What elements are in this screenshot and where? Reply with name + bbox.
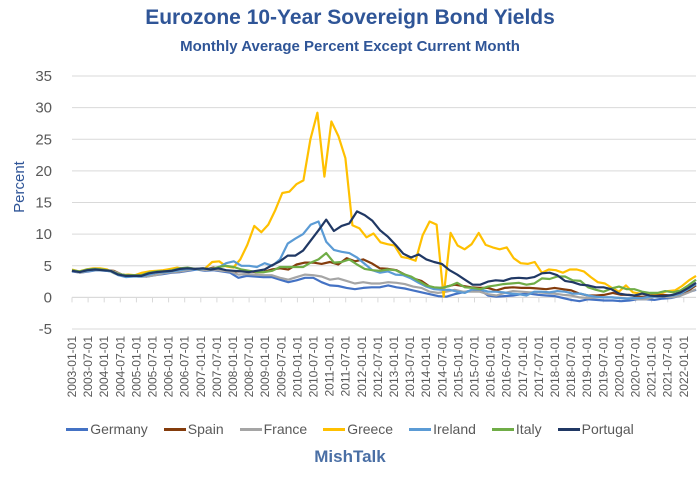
x-tick-label: 2017-01-01: [516, 336, 530, 398]
legend-swatch: [491, 427, 514, 431]
series-lines: [71, 111, 697, 303]
x-tick-label: 2013-01-01: [387, 336, 401, 398]
footer-brand: MishTalk: [314, 447, 386, 466]
x-tick-label: 2019-01-01: [580, 336, 594, 398]
x-tick-label: 2008-07-01: [242, 336, 256, 398]
y-tick-label: 5: [44, 258, 52, 275]
x-tick-label: 2005-07-01: [146, 336, 160, 398]
x-tick-label: 2021-07-01: [661, 336, 675, 398]
series-line-greece: [71, 111, 697, 298]
legend-item-germany: Germany: [66, 421, 148, 437]
legend-item-ireland: Ireland: [409, 421, 476, 437]
y-tick-label: 10: [35, 226, 52, 243]
x-tick-label: 2005-01-01: [129, 336, 143, 398]
x-tick-label: 2011-01-01: [323, 336, 337, 397]
x-tick-label: 2007-01-01: [194, 336, 208, 398]
legend-label: Portugal: [581, 421, 634, 437]
x-tick-label: 2015-07-01: [468, 336, 482, 398]
y-tick-label: -5: [39, 321, 52, 338]
x-tick-label: 2012-01-01: [355, 336, 369, 398]
legend-label: Ireland: [433, 421, 476, 437]
x-tick-label: 2017-07-01: [532, 336, 546, 398]
x-tick-label: 2006-07-01: [178, 336, 192, 398]
y-tick-label: 35: [35, 68, 52, 85]
y-tick-label: 15: [35, 195, 52, 212]
x-tick-label: 2007-07-01: [210, 336, 224, 398]
x-tick-label: 2004-01-01: [97, 336, 111, 398]
y-tick-label: 25: [35, 131, 52, 148]
x-tick-label: 2020-07-01: [629, 336, 643, 398]
chart-subtitle: Monthly Average Percent Except Current M…: [180, 38, 520, 55]
x-axis: 2003-01-01 2003-07-01 2004-01-01 2004-07-01…: [65, 296, 696, 398]
y-axis-ticks: 35 30 25 20 15 10 5 0 -5: [35, 68, 52, 338]
y-tick-label: 0: [44, 289, 52, 306]
y-axis-label: Percent: [11, 160, 28, 213]
x-tick-label: 2008-01-01: [226, 336, 240, 398]
x-tick-label: 2010-01-01: [290, 336, 304, 398]
x-tick-label: 2014-07-01: [435, 336, 449, 398]
x-tick-label: 2009-07-01: [274, 336, 288, 398]
legend-label: Germany: [90, 421, 148, 437]
x-tick-label: 2004-07-01: [113, 336, 127, 398]
legend-swatch: [557, 427, 580, 431]
x-tick-label: 2018-01-01: [548, 336, 562, 398]
legend-swatch: [163, 427, 186, 431]
legend-swatch: [239, 427, 262, 431]
legend-label: Greece: [347, 421, 394, 437]
x-tick-label: 2016-01-01: [484, 336, 498, 398]
x-tick-label: 2022-01-01: [677, 336, 691, 398]
legend-item-france: France: [239, 421, 308, 437]
x-tick-label: 2006-01-01: [162, 336, 176, 398]
legend-item-greece: Greece: [323, 421, 393, 437]
legend-label: Italy: [515, 421, 542, 437]
x-tick-label: 2016-07-01: [500, 336, 514, 398]
legend-item-italy: Italy: [491, 421, 542, 437]
legend-item-spain: Spain: [163, 421, 224, 437]
chart-title: Eurozone 10-Year Sovereign Bond Yields: [145, 6, 555, 29]
x-tick-label: 2020-01-01: [612, 336, 626, 398]
x-tick-label: 2014-01-01: [419, 336, 433, 398]
y-tick-label: 30: [35, 100, 52, 117]
legend-swatch: [66, 427, 89, 431]
legend-label: Spain: [187, 421, 224, 437]
x-tick-label: 2019-07-01: [596, 336, 610, 398]
x-tick-label: 2010-07-01: [307, 336, 321, 398]
x-tick-label: 2015-01-01: [451, 336, 465, 398]
x-tick-label: 2012-07-01: [371, 336, 385, 398]
x-tick-label: 2021-01-01: [645, 336, 659, 398]
x-tick-label: 2009-01-01: [258, 336, 272, 398]
x-tick-label: 2003-07-01: [81, 336, 95, 398]
legend: Germany Spain France Greece Ireland Italy Port…: [0, 421, 700, 437]
legend-item-portugal: Portugal: [557, 421, 634, 437]
legend-swatch: [409, 427, 432, 431]
legend-swatch: [323, 427, 346, 431]
x-tick-label: 2018-07-01: [564, 336, 578, 398]
x-tick-label: 2011-07-01: [339, 336, 353, 397]
series-line-portugal: [71, 210, 697, 298]
y-tick-label: 20: [35, 163, 52, 180]
x-tick-label: 2003-01-01: [65, 336, 79, 398]
x-tick-label: 2013-07-01: [403, 336, 417, 398]
legend-label: France: [263, 421, 308, 437]
